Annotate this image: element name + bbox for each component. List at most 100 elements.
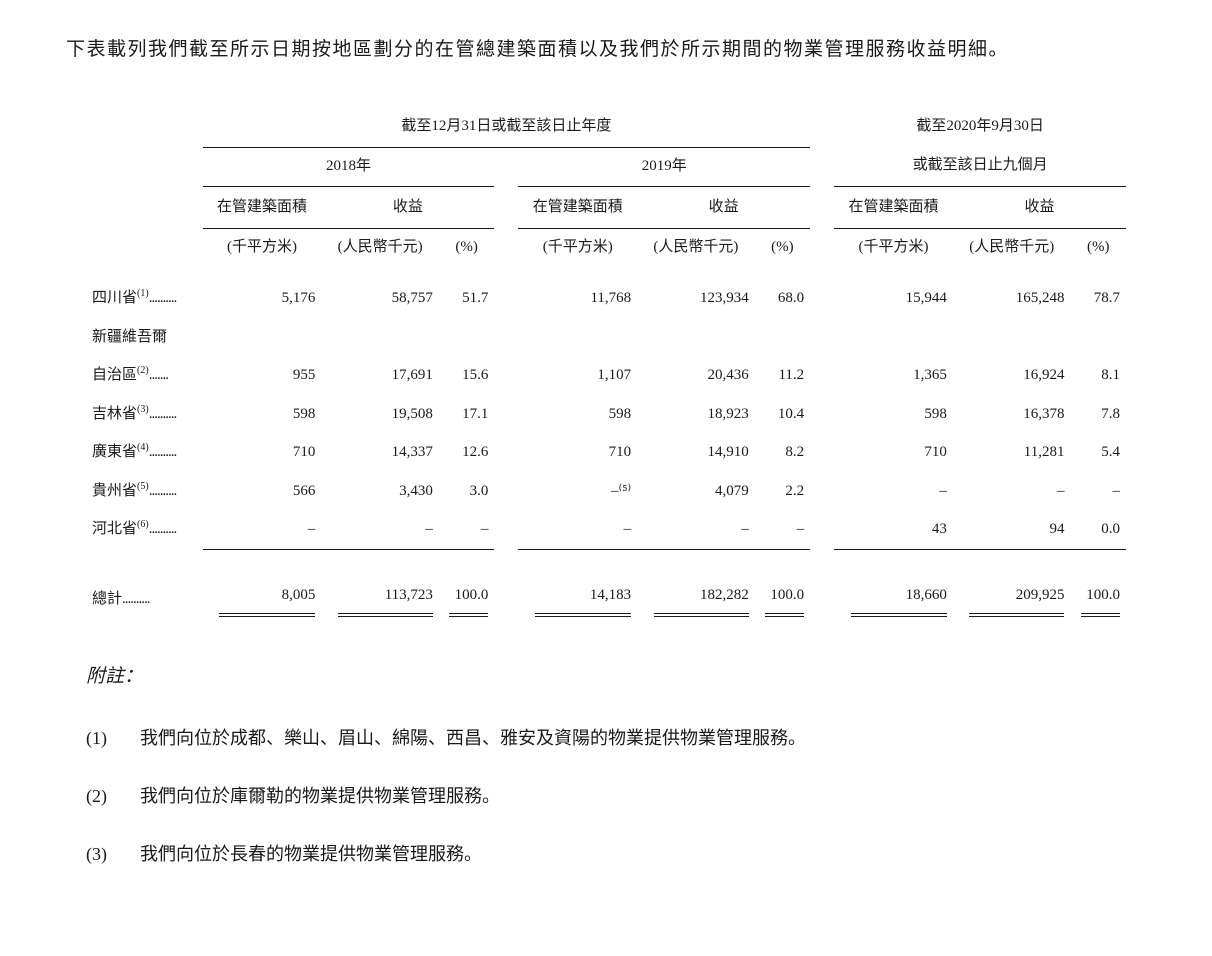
unit-rmb-2018: (人民幣千元)	[321, 228, 439, 279]
table-row: 貴州省(5)5663,4303.0–⁽⁵⁾4,0792.2–––	[86, 472, 1126, 511]
table-row: 河北省(6)––––––43940.0	[86, 510, 1126, 549]
data-cell: 8.2	[755, 433, 810, 472]
total-cell: 100.0	[755, 563, 810, 621]
data-cell: –	[518, 510, 637, 549]
row-label: 廣東省(4)	[86, 433, 203, 472]
data-cell: 598	[518, 395, 637, 434]
table-row: 四川省(1)5,17658,75751.711,768123,93468.015…	[86, 279, 1126, 318]
data-cell: 11,768	[518, 279, 637, 318]
data-cell	[203, 318, 322, 357]
row-label: 新疆維吾爾	[86, 318, 203, 357]
footnote-item: (3)我們向位於長春的物業提供物業管理服務。	[86, 837, 1126, 871]
table-row: 新疆維吾爾	[86, 318, 1126, 357]
data-cell: 3.0	[439, 472, 494, 511]
table-row: 吉林省(3)59819,50817.159818,92310.459816,37…	[86, 395, 1126, 434]
total-cell: 209,925	[953, 563, 1071, 621]
table-container: 截至12月31日或截至該日止年度 截至2020年9月30日 2018年 2019…	[28, 108, 1184, 621]
data-cell: 15.6	[439, 356, 494, 395]
footnote-item: (1)我們向位於成都、樂山、眉山、綿陽、西昌、雅安及資陽的物業提供物業管理服務。	[86, 721, 1126, 755]
total-cell: 182,282	[637, 563, 755, 621]
data-cell	[321, 318, 439, 357]
data-cell: 11,281	[953, 433, 1071, 472]
period1-header: 截至12月31日或截至該日止年度	[203, 108, 811, 147]
data-cell: 1,365	[834, 356, 953, 395]
unit-area-2020: (千平方米)	[834, 228, 953, 279]
col-area-2018: 在管建築面積	[203, 187, 322, 229]
data-cell: 598	[203, 395, 322, 434]
data-cell: 5.4	[1070, 433, 1126, 472]
period2-header-line2: 或截至該日止九個月	[834, 147, 1126, 187]
total-row: 總計8,005113,723100.014,183182,282100.018,…	[86, 563, 1126, 621]
data-cell: 3,430	[321, 472, 439, 511]
footnote-text: 我們向位於庫爾勒的物業提供物業管理服務。	[140, 779, 500, 813]
data-cell: 17,691	[321, 356, 439, 395]
data-cell: 14,910	[637, 433, 755, 472]
data-cell: –	[637, 510, 755, 549]
data-cell: 8.1	[1070, 356, 1126, 395]
data-cell	[755, 318, 810, 357]
data-cell	[518, 318, 637, 357]
data-cell: 16,378	[953, 395, 1071, 434]
data-cell: 566	[203, 472, 322, 511]
unit-pct-2019: (%)	[755, 228, 810, 279]
data-cell	[834, 318, 953, 357]
footnotes-section: 附註： (1)我們向位於成都、樂山、眉山、綿陽、西昌、雅安及資陽的物業提供物業管…	[28, 659, 1184, 872]
data-cell: 43	[834, 510, 953, 549]
data-cell: 7.8	[1070, 395, 1126, 434]
data-cell: 51.7	[439, 279, 494, 318]
row-label: 自治區(2)	[86, 356, 203, 395]
footnote-item: (2)我們向位於庫爾勒的物業提供物業管理服務。	[86, 779, 1126, 813]
financial-table: 截至12月31日或截至該日止年度 截至2020年9月30日 2018年 2019…	[86, 108, 1126, 621]
data-cell: 11.2	[755, 356, 810, 395]
data-cell: 123,934	[637, 279, 755, 318]
data-cell: –⁽⁵⁾	[518, 472, 637, 511]
col-area-2019: 在管建築面積	[518, 187, 637, 229]
data-cell: –	[321, 510, 439, 549]
unit-area-2019: (千平方米)	[518, 228, 637, 279]
unit-pct-2020: (%)	[1070, 228, 1126, 279]
data-cell: 10.4	[755, 395, 810, 434]
table-row: 自治區(2)95517,69115.6 1,10720,43611.2 1,3651…	[86, 356, 1126, 395]
data-cell: 58,757	[321, 279, 439, 318]
total-label: 總計	[86, 563, 203, 621]
row-label: 吉林省(3)	[86, 395, 203, 434]
data-cell: 165,248	[953, 279, 1071, 318]
footnote-number: (3)	[86, 837, 140, 871]
col-area-2020: 在管建築面積	[834, 187, 953, 229]
data-cell: 710	[518, 433, 637, 472]
footnote-number: (2)	[86, 779, 140, 813]
data-cell: 710	[203, 433, 322, 472]
data-cell: –	[953, 472, 1071, 511]
data-cell: 710	[834, 433, 953, 472]
total-cell: 113,723	[321, 563, 439, 621]
data-cell: 1,107	[518, 356, 637, 395]
data-cell	[439, 318, 494, 357]
table-row: 廣東省(4)71014,33712.671014,9108.271011,281…	[86, 433, 1126, 472]
data-cell	[953, 318, 1071, 357]
year-2018-header: 2018年	[203, 147, 495, 187]
data-cell: –	[1070, 472, 1126, 511]
year-2019-header: 2019年	[518, 147, 810, 187]
footnote-number: (1)	[86, 721, 140, 755]
data-cell: –	[834, 472, 953, 511]
row-label: 貴州省(5)	[86, 472, 203, 511]
data-cell: 68.0	[755, 279, 810, 318]
data-cell: 20,436	[637, 356, 755, 395]
period2-header-line1: 截至2020年9月30日	[834, 108, 1126, 147]
col-revenue-2020: 收益	[953, 187, 1126, 229]
footnote-text: 我們向位於成都、樂山、眉山、綿陽、西昌、雅安及資陽的物業提供物業管理服務。	[140, 721, 806, 755]
data-cell: 15,944	[834, 279, 953, 318]
unit-area-2018: (千平方米)	[203, 228, 322, 279]
data-cell: –	[755, 510, 810, 549]
data-cell: 598	[834, 395, 953, 434]
row-label: 四川省(1)	[86, 279, 203, 318]
data-cell	[1070, 318, 1126, 357]
data-cell: 94	[953, 510, 1071, 549]
total-cell: 100.0	[439, 563, 494, 621]
col-revenue-2018: 收益	[321, 187, 494, 229]
unit-rmb-2019: (人民幣千元)	[637, 228, 755, 279]
data-cell: –	[203, 510, 322, 549]
data-cell: 14,337	[321, 433, 439, 472]
data-cell: 16,924	[953, 356, 1071, 395]
data-cell: 955	[203, 356, 322, 395]
